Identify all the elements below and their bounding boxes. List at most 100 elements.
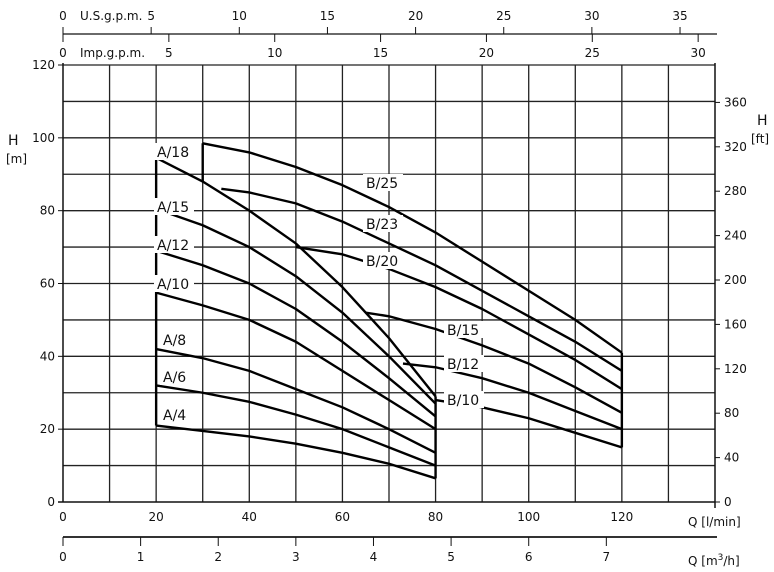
y-tick-label: 120 [32,58,55,72]
curve-a-15 [155,207,437,405]
curve-b-20 [295,245,623,391]
y-right-tick-label: 80 [724,406,739,420]
y-left-unit-m: [m] [6,152,27,166]
curve-label-bg [154,236,194,253]
curve-label-bg [444,321,484,338]
curves [154,142,624,480]
us-gpm-tick-label: 30 [584,9,599,23]
curve-a-6 [155,384,437,467]
axes: 0204060801001200408012016020024028032036… [32,9,747,564]
curve-label: B/15 [447,323,479,339]
y-right-tick-label: 0 [724,495,732,509]
imp-gpm-label: Imp.g.p.m. [80,46,145,60]
y-tick-label: 80 [40,204,55,218]
curve-b-25 [202,142,623,354]
curve-label-bg [160,368,191,385]
y-tick-label: 40 [40,349,55,363]
m3h-label-suffix: /h] [723,554,739,568]
m3h-tick-label: 7 [603,550,611,564]
curve-label: A/10 [157,277,189,293]
curve-a-10 [155,291,437,431]
curve-b-12 [402,362,623,431]
m3h-tick-label: 5 [447,550,455,564]
y-right-tick-label: 240 [724,229,747,243]
curve-label-bg [154,198,194,215]
grid [63,64,715,502]
x-tick-label: 40 [242,510,257,524]
curve-a-8 [155,347,437,454]
m3h-tick-label: 4 [370,550,378,564]
curve-label-bg [363,215,403,232]
imp-gpm-tick-label: 0 [59,46,67,60]
us-gpm-tick-label: 20 [408,9,423,23]
curve-label-bg [363,174,403,191]
y-right-tick-label: 200 [724,273,747,287]
m3h-label: Q [m3/h] [688,553,740,568]
x-tick-label: 20 [149,510,164,524]
m3h-tick-label: 3 [292,550,300,564]
x-tick-label: 0 [59,510,67,524]
curve-label: A/4 [163,408,186,424]
y-tick-label: 20 [40,422,55,436]
curve-label-bg [160,331,191,348]
y-left-unit-h: H [8,133,19,149]
imp-gpm-tick-label: 10 [267,46,282,60]
us-gpm-tick-label: 5 [147,9,155,23]
y-right-tick-label: 160 [724,317,747,331]
y-tick-label: 100 [32,131,55,145]
curve-b-23 [221,187,623,372]
y-right-tick-label: 280 [724,184,747,198]
y-right-tick-label: 320 [724,140,747,154]
curve-a-4 [156,424,436,480]
y-right-tick-label: 120 [724,362,747,376]
curve-label-bg [444,355,484,372]
m3h-tick-label: 1 [137,550,145,564]
curve-label: B/10 [447,393,479,409]
imp-gpm-tick-label: 15 [373,46,388,60]
curve-label-bg [363,252,403,269]
curve-a-12 [155,249,437,418]
y-right-unit-ft: [ft] [751,132,769,146]
curve-label: B/20 [366,254,398,270]
curve-label-bg [154,143,194,160]
curve-b-15 [365,311,623,414]
us-gpm-tick-label: 25 [496,9,511,23]
x-unit-lmin: Q [l/min] [688,515,741,529]
us-gpm-tick-label: 15 [320,9,335,23]
curve-label: B/12 [447,357,479,373]
us-gpm-label: U.S.g.p.m. [80,9,142,23]
x-tick-label: 120 [610,510,633,524]
curve-label-bg [444,391,484,408]
y-right-tick-label: 360 [724,95,747,109]
us-gpm-tick-label: 10 [232,9,247,23]
curve-label: A/6 [163,370,186,386]
curve-label: A/8 [163,333,186,349]
y-tick-label: 60 [40,277,55,291]
y-right-tick-label: 40 [724,451,739,465]
curve-label: A/15 [157,200,189,216]
curve-label: A/12 [157,238,189,254]
curve-label-bg [154,275,194,292]
curve-labels: A/18 A/15 A/12 A/10 A/8 A/6 A/4 B/25 B/23 B/20 B/1… [154,143,484,424]
y-right-unit-h: H [757,113,768,129]
m3h-label-sup: 3 [718,553,724,563]
curve-label: B/23 [366,217,398,233]
imp-gpm-tick-label: 5 [165,46,173,60]
curve-label-bg [160,406,191,423]
m3h-tick-label: 0 [59,550,67,564]
x-tick-label: 100 [517,510,540,524]
y-tick-label: 0 [47,495,55,509]
m3h-label-prefix: Q [m [688,554,718,568]
curve-label: A/18 [157,145,189,161]
imp-gpm-tick-label: 25 [585,46,600,60]
imp-gpm-tick-label: 30 [691,46,706,60]
m3h-tick-label: 2 [214,550,222,564]
us-gpm-tick-label: 0 [59,9,67,23]
us-gpm-tick-label: 35 [672,9,687,23]
m3h-tick-label: 6 [525,550,533,564]
curve-label: B/25 [366,176,398,192]
x-tick-label: 60 [335,510,350,524]
x-tick-label: 80 [428,510,443,524]
imp-gpm-tick-label: 20 [479,46,494,60]
